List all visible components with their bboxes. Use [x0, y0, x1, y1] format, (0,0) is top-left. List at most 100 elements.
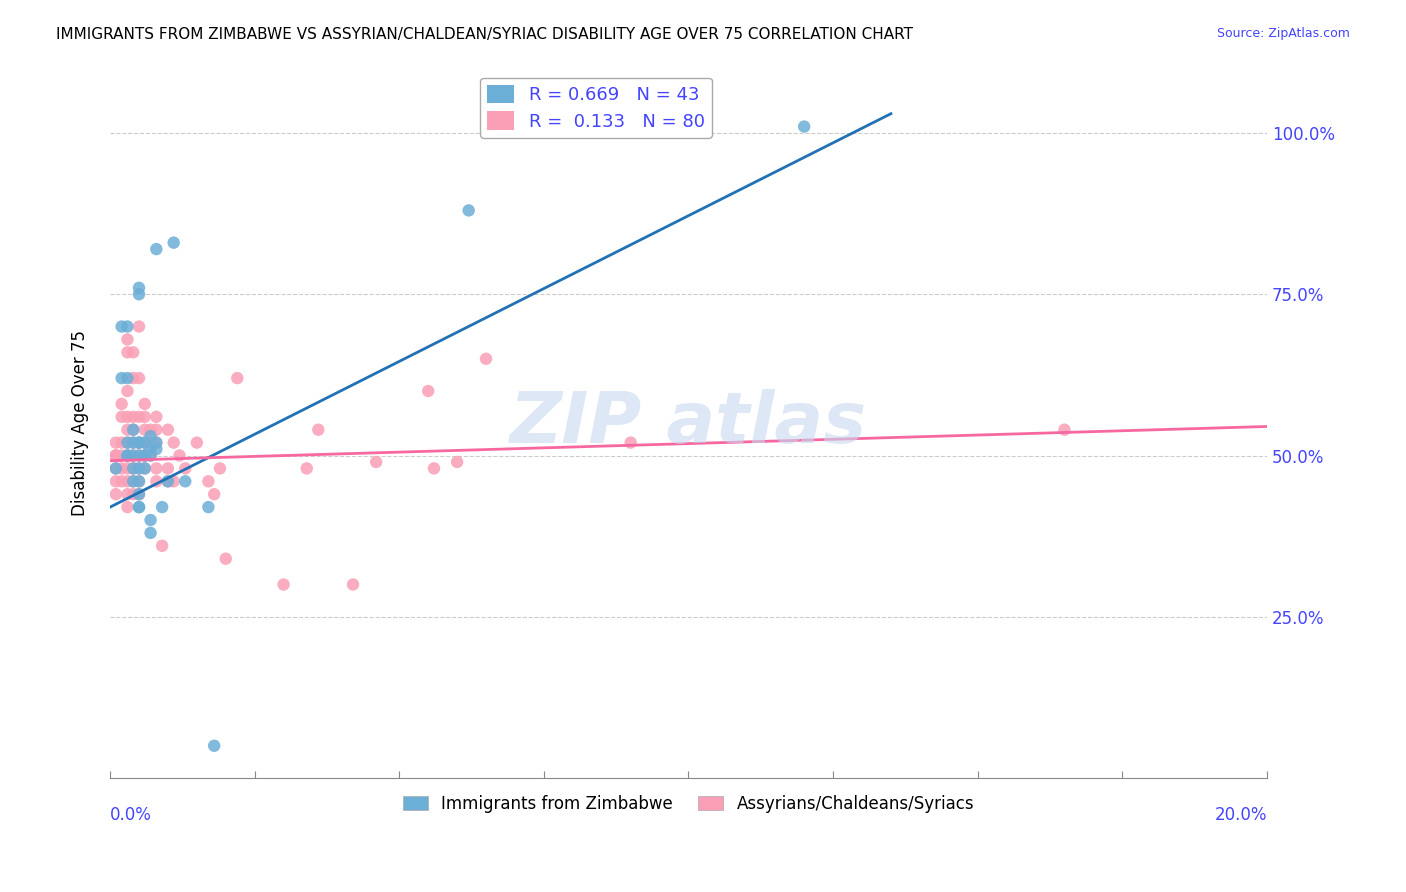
Point	[122, 475, 145, 489]
Point	[457, 203, 479, 218]
Point	[104, 461, 127, 475]
Point	[128, 287, 150, 301]
Point	[128, 487, 150, 501]
Point	[104, 449, 127, 463]
Point	[122, 371, 145, 385]
Point	[139, 442, 162, 456]
Point	[1053, 423, 1076, 437]
Point	[163, 235, 186, 250]
Point	[134, 435, 156, 450]
Point	[128, 475, 150, 489]
Point	[128, 461, 150, 475]
Point	[197, 475, 219, 489]
Point	[104, 475, 127, 489]
Point	[139, 423, 162, 437]
Point	[134, 397, 156, 411]
Text: Source: ZipAtlas.com: Source: ZipAtlas.com	[1216, 27, 1350, 40]
Point	[446, 455, 468, 469]
Point	[111, 397, 134, 411]
Point	[145, 475, 167, 489]
Point	[139, 429, 162, 443]
Point	[273, 577, 295, 591]
Point	[122, 423, 145, 437]
Point	[117, 384, 139, 398]
Point	[202, 487, 225, 501]
Point	[117, 487, 139, 501]
Point	[104, 487, 127, 501]
Point	[139, 449, 162, 463]
Point	[128, 487, 150, 501]
Point	[620, 435, 643, 450]
Point	[145, 242, 167, 256]
Legend: Immigrants from Zimbabwe, Assyrians/Chaldeans/Syriacs: Immigrants from Zimbabwe, Assyrians/Chal…	[396, 788, 980, 820]
Point	[793, 120, 815, 134]
Point	[139, 435, 162, 450]
Point	[117, 345, 139, 359]
Point	[111, 371, 134, 385]
Point	[134, 461, 156, 475]
Point	[128, 435, 150, 450]
Point	[163, 475, 186, 489]
Point	[145, 435, 167, 450]
Point	[117, 435, 139, 450]
Point	[117, 371, 139, 385]
Point	[226, 371, 249, 385]
Point	[122, 435, 145, 450]
Point	[174, 461, 197, 475]
Point	[104, 435, 127, 450]
Point	[122, 461, 145, 475]
Point	[186, 435, 208, 450]
Y-axis label: Disability Age Over 75: Disability Age Over 75	[72, 330, 89, 516]
Point	[117, 500, 139, 515]
Point	[134, 449, 156, 463]
Text: ZIP atlas: ZIP atlas	[510, 389, 868, 458]
Point	[145, 409, 167, 424]
Point	[197, 500, 219, 515]
Point	[128, 371, 150, 385]
Text: IMMIGRANTS FROM ZIMBABWE VS ASSYRIAN/CHALDEAN/SYRIAC DISABILITY AGE OVER 75 CORR: IMMIGRANTS FROM ZIMBABWE VS ASSYRIAN/CHA…	[56, 27, 914, 42]
Point	[295, 461, 318, 475]
Point	[342, 577, 364, 591]
Point	[307, 423, 329, 437]
Point	[122, 475, 145, 489]
Point	[145, 435, 167, 450]
Point	[134, 461, 156, 475]
Point	[111, 449, 134, 463]
Point	[122, 449, 145, 463]
Point	[128, 449, 150, 463]
Point	[122, 487, 145, 501]
Point	[104, 449, 127, 463]
Point	[128, 319, 150, 334]
Point	[111, 461, 134, 475]
Point	[139, 525, 162, 540]
Point	[150, 500, 173, 515]
Point	[134, 435, 156, 450]
Point	[139, 449, 162, 463]
Point	[117, 333, 139, 347]
Text: 20.0%: 20.0%	[1215, 806, 1267, 824]
Text: 0.0%: 0.0%	[110, 806, 152, 824]
Point	[117, 449, 139, 463]
Point	[128, 475, 150, 489]
Point	[145, 423, 167, 437]
Point	[215, 551, 238, 566]
Point	[117, 449, 139, 463]
Point	[156, 461, 179, 475]
Point	[134, 449, 156, 463]
Point	[150, 539, 173, 553]
Point	[145, 461, 167, 475]
Point	[163, 435, 186, 450]
Point	[134, 423, 156, 437]
Point	[111, 319, 134, 334]
Point	[104, 449, 127, 463]
Point	[117, 319, 139, 334]
Point	[128, 435, 150, 450]
Point	[122, 461, 145, 475]
Point	[117, 435, 139, 450]
Point	[156, 475, 179, 489]
Point	[423, 461, 446, 475]
Point	[104, 461, 127, 475]
Point	[128, 409, 150, 424]
Point	[169, 449, 191, 463]
Point	[122, 345, 145, 359]
